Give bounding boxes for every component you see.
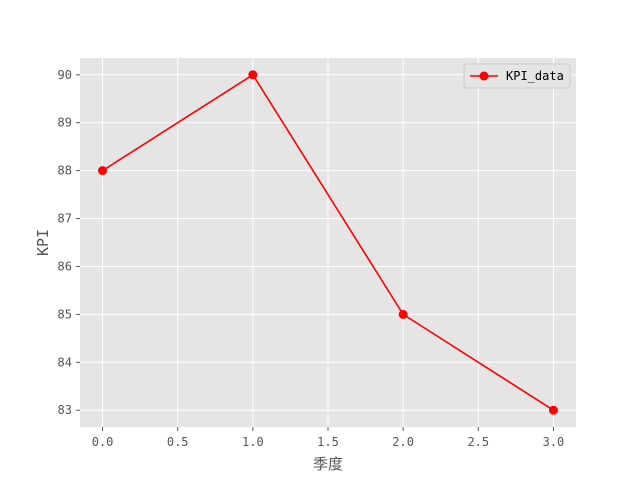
legend-box [463,63,571,89]
y-tick-label-7: 90 [58,68,72,82]
y-tick-label-1: 84 [58,355,72,369]
data-point-0-0 [98,166,108,176]
x-tick-label-2: 1.0 [242,435,264,449]
series-layer [98,70,558,415]
legend-marker-icon [479,71,489,81]
x-tick-label-1: 0.5 [167,435,189,449]
x-tick-label-4: 2.0 [392,435,414,449]
y-tick-label-3: 86 [58,259,72,273]
x-axis-label: 季度 [313,455,343,473]
y-axis-label: KPI [34,229,52,256]
x-axis-ticks: 0.0 0.5 1.0 1.5 2.0 2.5 3.0 [92,427,565,449]
legend: KPI_data [463,63,571,89]
grid-lines [80,58,576,427]
x-tick-label-3: 1.5 [317,435,339,449]
data-point-0-3 [548,405,558,415]
data-point-0-2 [398,309,408,319]
y-tick-label-2: 85 [58,307,72,321]
data-point-0-1 [248,70,258,80]
y-axis-ticks: 83 84 85 86 87 88 89 90 [58,68,80,417]
legend-label-kpi-data: KPI_data [506,69,564,83]
y-tick-label-5: 88 [58,164,72,178]
x-tick-label-6: 3.0 [543,435,565,449]
y-tick-label-6: 89 [58,116,72,130]
y-tick-label-0: 83 [58,403,72,417]
x-tick-label-0: 0.0 [92,435,114,449]
y-tick-label-4: 87 [58,212,72,226]
x-tick-label-5: 2.5 [467,435,489,449]
series-line-0 [102,73,554,411]
